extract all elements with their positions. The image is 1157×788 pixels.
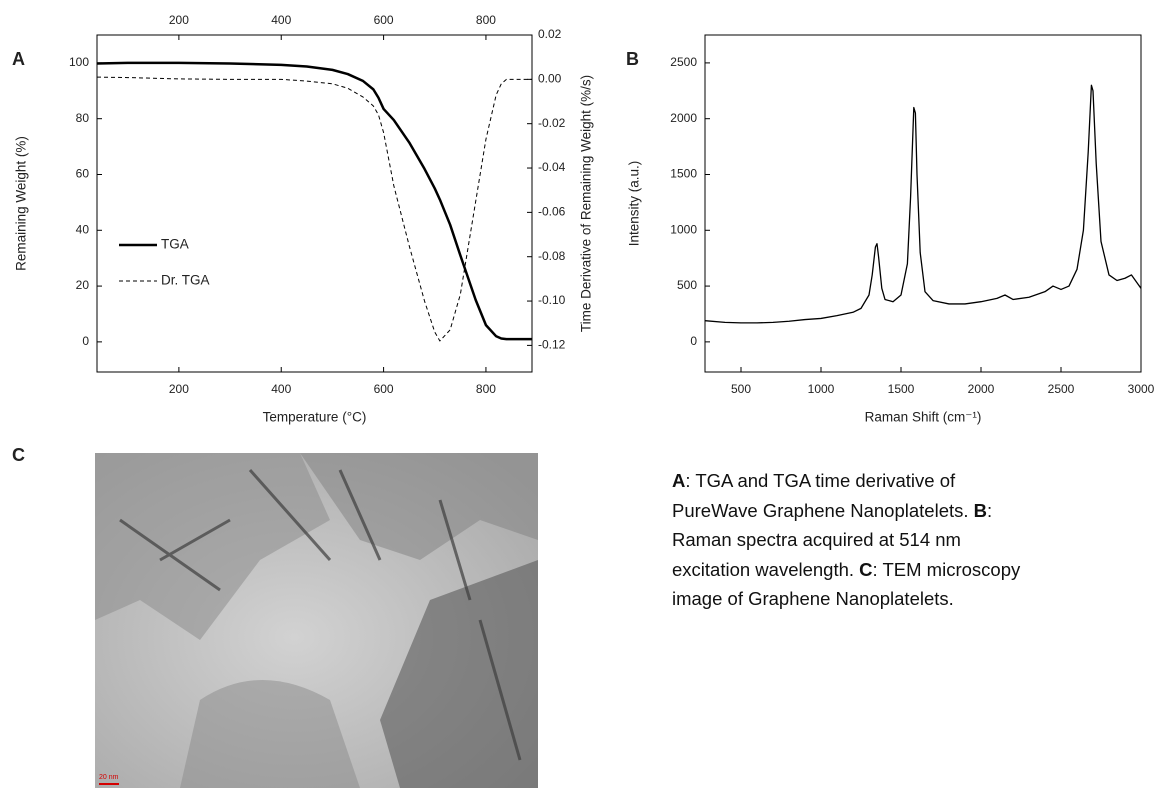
series-line: [704, 84, 1142, 324]
y-axis-label: Intensity (a.u.): [627, 161, 642, 247]
caption-label: C: [859, 558, 873, 580]
x-tick-label: 1500: [888, 382, 915, 396]
y-tick-label: 40: [76, 222, 90, 236]
y2-tick-label: 0.00: [538, 72, 562, 86]
series-line: [96, 76, 532, 342]
y-tick-label: 2500: [670, 55, 697, 69]
plot-frame: [704, 34, 1142, 373]
y-tick-label: 20: [76, 278, 90, 292]
x-tick-label: 1000: [808, 382, 835, 396]
scale-bar: [99, 783, 119, 785]
y-tick-label: 0: [82, 334, 89, 348]
tem-flake: [95, 453, 330, 640]
x-tick-label: 2000: [968, 382, 995, 396]
scale-bar-label: 20 nm: [99, 774, 119, 781]
tem-flake: [300, 453, 538, 560]
x-tick-label: 600: [374, 382, 394, 396]
y2-axis-label: Time Derivative of Remaining Weight (%/s…: [579, 75, 594, 332]
y-tick-label: 100: [69, 55, 89, 69]
tem-image: 20 nm: [95, 453, 538, 788]
y2-tick-label: -0.12: [538, 338, 566, 352]
caption: A: TGA and TGA time derivative of PureWa…: [672, 466, 1042, 614]
tem-flake: [180, 680, 360, 788]
panel-label: B: [626, 49, 639, 69]
x-tick-label: 800: [476, 382, 496, 396]
y-tick-label: 0: [690, 334, 697, 348]
y-tick-label: 60: [76, 167, 90, 181]
x-tick-label: 500: [731, 382, 751, 396]
y2-tick-label: -0.02: [538, 116, 566, 130]
x-top-tick-label: 200: [169, 13, 189, 27]
y2-tick-label: 0.02: [538, 27, 562, 41]
panel-label: C: [12, 445, 25, 465]
y2-tick-label: -0.06: [538, 205, 566, 219]
y-tick-label: 1500: [670, 167, 697, 181]
series-line: [96, 61, 532, 341]
caption-label: A: [672, 470, 686, 491]
panel-label: A: [12, 49, 25, 69]
y-tick-label: 500: [677, 278, 697, 292]
caption-text: : Raman spectra acquired at 514 nm excit…: [672, 499, 993, 580]
y-tick-label: 80: [76, 111, 90, 125]
y-axis-label: Remaining Weight (%): [14, 136, 29, 271]
y2-tick-label: -0.10: [538, 293, 566, 307]
x-top-tick-label: 400: [271, 13, 291, 27]
legend-label: TGA: [161, 237, 189, 252]
legend-label: Dr. TGA: [161, 273, 210, 288]
x-tick-label: 3000: [1128, 382, 1155, 396]
x-axis-label: Temperature (°C): [263, 410, 367, 425]
y2-tick-label: -0.04: [538, 160, 566, 174]
tem-flake: [380, 560, 538, 788]
y2-tick-label: -0.08: [538, 249, 566, 263]
tem-edge: [119, 469, 522, 761]
caption-text: : TGA and TGA time derivative of PureWav…: [672, 470, 969, 521]
caption-label: B: [973, 499, 988, 521]
plot-frame: [96, 34, 533, 373]
x-axis-label: Raman Shift (cm⁻¹): [865, 410, 982, 425]
x-top-tick-label: 600: [374, 13, 394, 27]
x-tick-label: 400: [271, 382, 291, 396]
x-tick-label: 200: [169, 382, 189, 396]
x-top-tick-label: 800: [476, 13, 496, 27]
x-tick-label: 2500: [1048, 382, 1075, 396]
y-tick-label: 1000: [670, 222, 697, 236]
caption-text: : TEM microscopy image of Graphene Nanop…: [672, 558, 1021, 610]
y-tick-label: 2000: [670, 111, 697, 125]
